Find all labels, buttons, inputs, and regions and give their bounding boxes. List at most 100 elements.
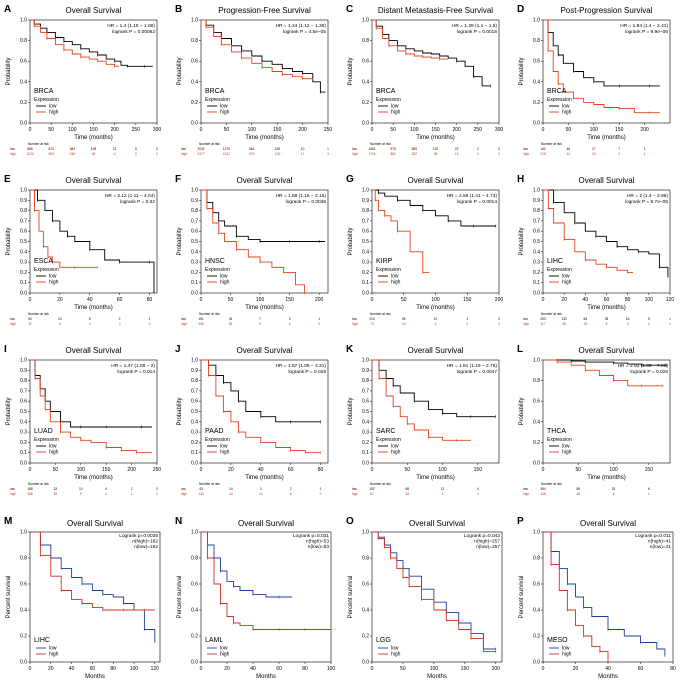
- logrank-p: logrank P = 0.00062: [112, 29, 155, 35]
- panel-letter: B: [175, 4, 182, 15]
- y-tick-label: 0.1: [362, 280, 369, 286]
- x-tick-label: 100: [431, 297, 440, 303]
- risk-high-cell: 861: [391, 152, 397, 156]
- y-tick-label: 0.4: [533, 79, 540, 85]
- risk-low-cell: 50: [28, 317, 32, 321]
- risk-low-cell: 973: [391, 147, 397, 151]
- y-tick-label: 0.1: [362, 450, 369, 456]
- survival-curve-high: [201, 19, 314, 80]
- risk-low-cell: 3: [260, 487, 262, 491]
- y-tick-label: 1.0: [20, 358, 27, 364]
- risk-high-cell: 108: [540, 492, 546, 496]
- risk-high-cell: 246: [70, 152, 76, 156]
- y-tick-label: 0.6: [20, 582, 27, 588]
- logrank-p: logrank P = 0.026: [630, 369, 668, 375]
- risk-high-cell: 3: [627, 322, 629, 326]
- y-tick-label: 0.6: [191, 229, 198, 235]
- y-tick-label: 0.9: [362, 198, 369, 204]
- risk-high-cell: 0: [669, 322, 671, 326]
- plot-frame: [542, 359, 671, 464]
- panel-letter: I: [4, 344, 7, 355]
- legend-label-low: low: [220, 104, 228, 110]
- survival-curve-high: [372, 359, 471, 441]
- x-tick-label: 0: [200, 297, 203, 303]
- risk-low-cell: low: [523, 147, 528, 151]
- y-axis-title: Percent survival: [6, 576, 12, 619]
- risk-high-cell: 316: [540, 152, 546, 156]
- y-tick-label: 0.1: [20, 450, 27, 456]
- x-tick-label: 40: [258, 467, 264, 473]
- x-tick-label: 300: [153, 127, 162, 133]
- panel-title: Overall Survival: [407, 346, 463, 355]
- y-tick-label: 0.8: [191, 378, 198, 384]
- y-tick-label: 0.2: [191, 100, 198, 106]
- legend-label-high: high: [220, 450, 230, 456]
- x-axis-title: Time (months): [245, 305, 283, 311]
- x-tick-label: 100: [68, 127, 77, 133]
- x-tick-label: 120: [666, 297, 675, 303]
- y-axis-title: Percent survival: [177, 576, 183, 619]
- x-tick-label: 150: [89, 127, 98, 133]
- risk-low-cell: 10: [79, 487, 83, 491]
- x-axis-title: Time (months): [74, 305, 112, 311]
- hazard-ratio: HR = 1.58 (1.16 − 2.15): [276, 193, 327, 199]
- y-tick-label: 0.2: [191, 270, 198, 276]
- survival-curve-low: [543, 531, 666, 656]
- risk-low-cell: low: [181, 487, 186, 491]
- legend-label-high: high: [220, 280, 230, 286]
- risk-high-cell: 16: [592, 152, 596, 156]
- y-tick-label: 0.0: [533, 660, 540, 666]
- y-tick-label: 0.4: [191, 608, 198, 614]
- risk-low-cell: 2: [131, 487, 133, 491]
- risk-high-cell: 2: [156, 492, 158, 496]
- risk-low-cell: 16: [626, 317, 630, 321]
- risk-table-header: Number at risk: [199, 482, 220, 486]
- risk-high-cell: high: [10, 492, 16, 496]
- risk-high-cell: 15: [584, 322, 588, 326]
- y-tick-label: 0.6: [20, 399, 27, 405]
- cancer-label: PAAD: [205, 428, 224, 435]
- x-tick-label: 0: [200, 666, 203, 672]
- x-axis-title: Time (months): [587, 135, 625, 141]
- risk-table-header: Number at risk: [370, 142, 391, 146]
- legend-label-high: high: [49, 110, 59, 116]
- y-tick-label: 0.9: [191, 368, 198, 374]
- risk-high-cell: high: [523, 492, 529, 496]
- y-tick-label: 0.6: [362, 229, 369, 235]
- x-tick-label: 250: [474, 127, 483, 133]
- legend-label-low: low: [220, 444, 228, 450]
- survival-curve-high: [543, 19, 660, 114]
- x-tick-label: 150: [431, 127, 440, 133]
- risk-table-header: Number at risk: [28, 482, 49, 486]
- legend-label-low: low: [220, 274, 228, 280]
- y-tick-label: 0.3: [362, 260, 369, 266]
- y-tick-label: 0.8: [20, 378, 27, 384]
- y-tick-label: 1.0: [191, 18, 198, 24]
- legend-title: Expression: [34, 437, 59, 443]
- panel-title: Overall Survival: [238, 519, 294, 528]
- plot-frame: [200, 531, 332, 663]
- y-tick-label: 0.2: [362, 100, 369, 106]
- x-tick-label: 40: [69, 666, 75, 672]
- x-axis-title: Months: [85, 674, 105, 680]
- hazard-ratio: HR = 1.84 (1.4 − 2.41): [620, 23, 668, 29]
- risk-low-cell: 66: [584, 317, 588, 321]
- y-tick-label: 0.0: [191, 121, 198, 127]
- x-axis-title: Time (months): [587, 475, 625, 481]
- risk-high-cell: 118: [275, 152, 280, 156]
- y-axis-title: Probability: [519, 57, 525, 85]
- x-tick-label: 80: [318, 467, 324, 473]
- risk-low-cell: low: [10, 487, 15, 491]
- legend-label-high: high: [49, 652, 59, 658]
- plot-frame: [542, 19, 671, 124]
- hazard-ratio: HR = 2.12 (1.11 − 4.04): [105, 193, 155, 199]
- cancer-label: THCA: [547, 428, 566, 435]
- y-tick-label: 0.2: [191, 634, 198, 640]
- y-axis-title: Probability: [177, 57, 183, 85]
- legend-title: Expression: [34, 267, 59, 273]
- risk-low-cell: 673: [49, 147, 55, 151]
- risk-low-cell: 68: [406, 487, 410, 491]
- risk-high-cell: 0: [477, 152, 479, 156]
- y-axis-title: Probability: [6, 57, 12, 85]
- cancer-label: MESO: [547, 637, 568, 644]
